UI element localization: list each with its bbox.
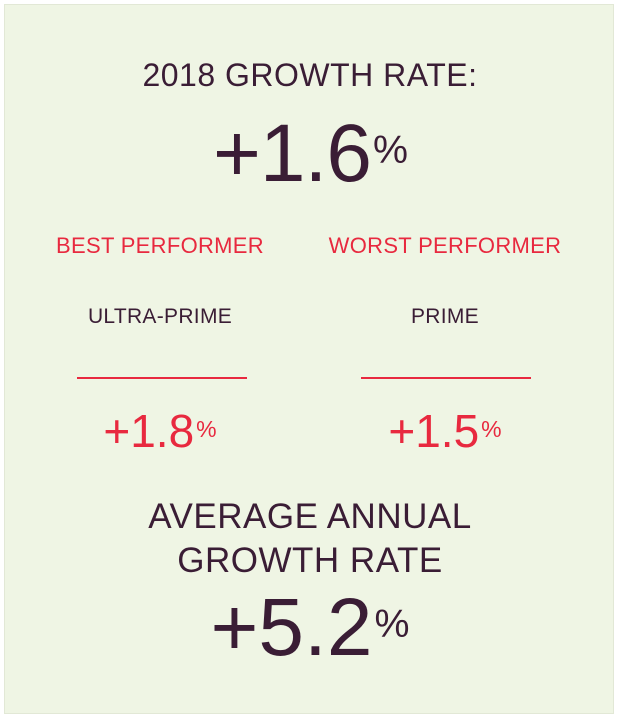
best-performer-unit: %: [196, 416, 217, 442]
infographic-card: 2018 GROWTH RATE: +1.6% BEST PERFORMER W…: [4, 4, 614, 714]
best-performer-value: +1.8%: [35, 407, 285, 455]
average-growth-value: +5.2%: [5, 587, 615, 669]
best-performer-name: ULTRA-PRIME: [87, 305, 233, 328]
growth-rate-number: +1.6: [213, 108, 372, 199]
average-growth-number: +5.2: [210, 582, 373, 673]
worst-performer-unit: %: [481, 416, 502, 442]
average-growth-heading-line1: AVERAGE ANNUAL: [148, 497, 472, 536]
growth-rate-value: +1.6%: [5, 113, 615, 195]
average-growth-heading-line2: GROWTH RATE: [177, 541, 443, 580]
growth-rate-heading: 2018 GROWTH RATE:: [142, 57, 478, 93]
worst-performer-number: +1.5: [388, 405, 480, 457]
best-performer-label: BEST PERFORMER: [56, 233, 264, 258]
average-growth-unit: %: [374, 602, 410, 646]
average-growth-heading: AVERAGE ANNUAL GROWTH RATE: [5, 495, 615, 583]
worst-performer-divider: [361, 377, 531, 379]
best-performer-number: +1.8: [103, 405, 195, 457]
best-performer-divider: [77, 377, 247, 379]
worst-performer-name: PRIME: [410, 305, 479, 328]
worst-performer-value: +1.5%: [320, 407, 570, 455]
growth-rate-unit: %: [372, 128, 408, 172]
worst-performer-label: WORST PERFORMER: [328, 233, 562, 258]
